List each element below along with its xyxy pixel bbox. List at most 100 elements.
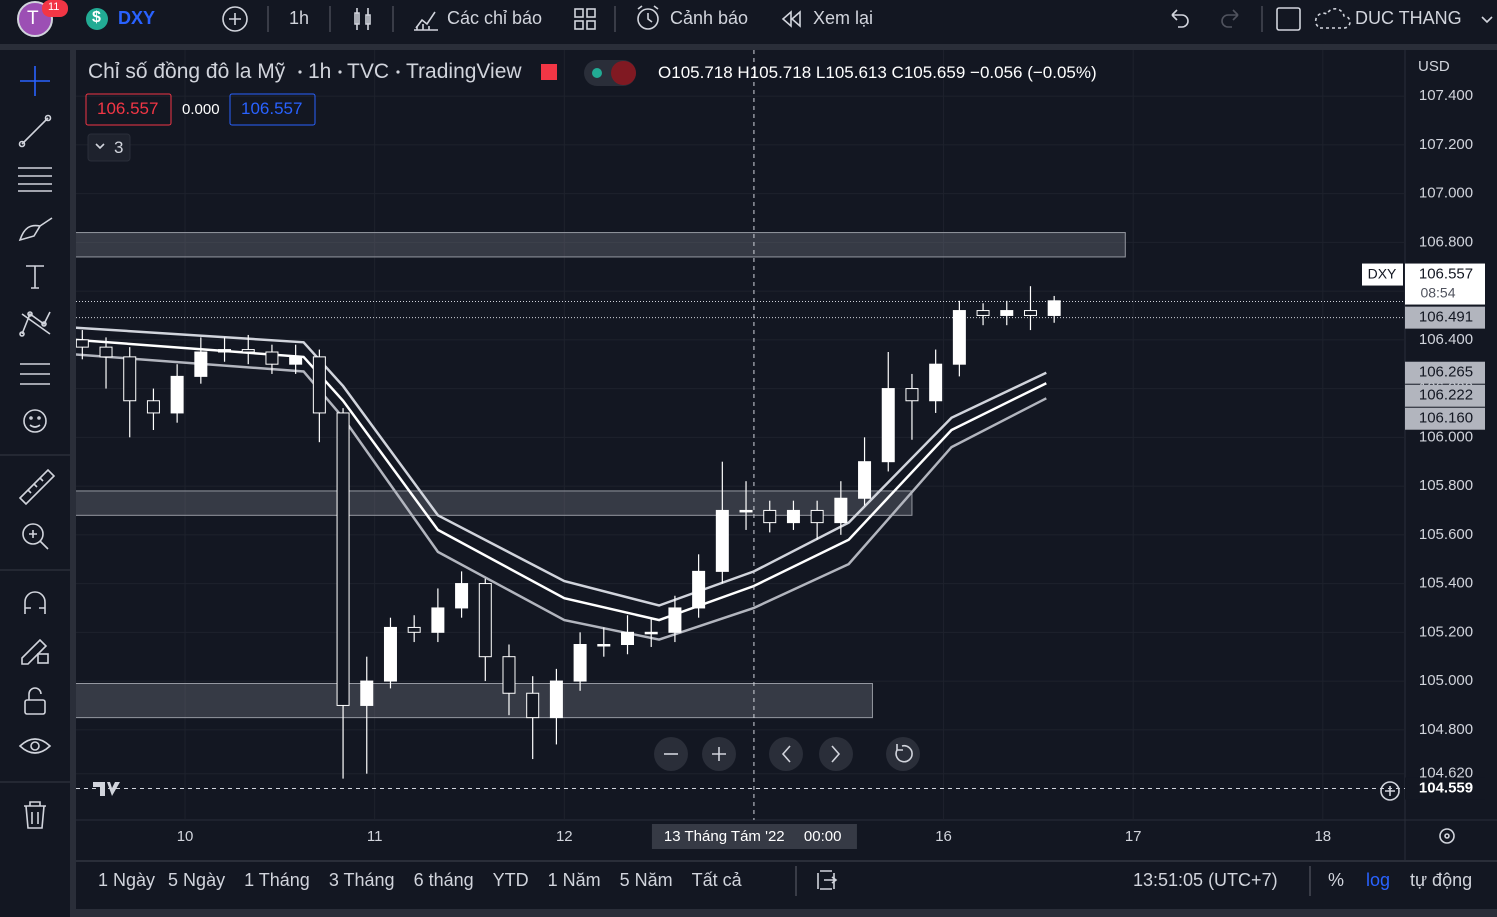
range-button[interactable]: 3 Tháng: [328, 870, 395, 890]
candle-body: [1000, 310, 1014, 316]
range-button[interactable]: YTD: [492, 870, 529, 890]
candle-body: [218, 349, 232, 353]
candle-body: [858, 461, 872, 499]
x-tick-label: 18: [1314, 828, 1331, 845]
range-button[interactable]: 1 Tháng: [244, 870, 310, 890]
y-tick-label: 107.000: [1419, 185, 1473, 202]
candle-body: [597, 644, 611, 647]
y-tick-label: 105.600: [1419, 526, 1473, 543]
zone: [76, 683, 873, 719]
candle-body: [881, 388, 895, 463]
replay[interactable]: Xem lại: [813, 8, 874, 28]
log-toggle[interactable]: log: [1366, 870, 1391, 890]
ask-box[interactable]: [229, 93, 316, 126]
price-label-box: [1405, 361, 1485, 384]
toolbar-icons[interactable]: [222, 5, 1493, 32]
legend-title: Chỉ số đồng đô la Mỹ: [88, 60, 286, 83]
bottom-bar: [76, 862, 1497, 909]
candle-body: [312, 356, 326, 414]
interval[interactable]: 1h: [289, 8, 310, 28]
range-button[interactable]: 5 Ngày: [168, 870, 226, 890]
range-button[interactable]: 1 Ngày: [98, 870, 156, 890]
add-alert[interactable]: [1380, 781, 1400, 801]
candle-body: [834, 497, 848, 524]
candle-body: [502, 656, 516, 694]
crosshair-date: 13 Tháng Tám '22: [664, 828, 785, 845]
range-button[interactable]: Tất cả: [691, 870, 742, 890]
price-label: 106.160: [1419, 410, 1473, 427]
candle-body: [336, 412, 350, 706]
crosshair-time: 00:00: [804, 828, 842, 845]
chevron: [95, 143, 105, 150]
collapse-button[interactable]: [87, 133, 131, 162]
indicators[interactable]: Các chỉ báo: [447, 8, 543, 28]
bid-box[interactable]: [85, 93, 172, 126]
candle-body: [241, 349, 255, 353]
badge-count: 11: [48, 1, 60, 13]
y-tick-label: 105.200: [1419, 623, 1473, 640]
candle-body: [265, 351, 279, 365]
candle-body: [360, 680, 374, 706]
status-alert: [611, 61, 636, 85]
candle-body: [123, 356, 137, 402]
x-tick-label: 17: [1125, 828, 1142, 845]
ohlc-value: 105.718: [671, 63, 733, 82]
y-tick-label: 107.400: [1419, 87, 1473, 104]
user-name[interactable]: DUC THANG: [1355, 8, 1462, 28]
candle-body: [644, 631, 658, 635]
y-tick-label: 104.620: [1419, 765, 1473, 782]
legend-source: TradingView: [406, 60, 522, 83]
ohlc-key: H: [737, 63, 750, 82]
price-label-box: [1405, 777, 1485, 800]
candle-body: [407, 626, 421, 633]
symbol[interactable]: DXY: [118, 8, 156, 28]
candle-body: [621, 631, 635, 646]
last-price: 106.557: [1419, 266, 1473, 283]
range-button[interactable]: 5 Năm: [619, 870, 673, 890]
candle-body: [739, 509, 753, 513]
flag[interactable]: [541, 64, 557, 80]
y-tick-label: 104.800: [1419, 721, 1473, 738]
separator: [338, 70, 342, 74]
zone: [76, 490, 913, 516]
plus: [1385, 786, 1395, 796]
drawing-tools[interactable]: [0, 66, 70, 829]
candle-body: [549, 680, 563, 719]
legend-exchange: TVC: [347, 60, 389, 83]
y-tick-label: 107.200: [1419, 136, 1473, 153]
navigation-buttons[interactable]: [654, 737, 920, 771]
y-tick-label: 105.400: [1419, 575, 1473, 592]
price-label-box: [1405, 384, 1485, 407]
bid: 106.557: [97, 99, 159, 118]
percent-toggle[interactable]: %: [1328, 870, 1345, 890]
currency[interactable]: USD: [1418, 58, 1450, 75]
x-tick-label: 11: [367, 828, 383, 845]
auto-toggle[interactable]: tự động: [1410, 870, 1473, 890]
candle-body: [289, 356, 303, 365]
candle-body: [905, 388, 919, 402]
candle-body: [668, 607, 682, 633]
price-label: 106.491: [1419, 309, 1473, 326]
x-tick-label: 16: [935, 828, 952, 845]
candle-body: [976, 310, 990, 316]
dollar: $: [92, 9, 101, 26]
candle-body: [170, 375, 184, 414]
ohlc-key: L: [815, 63, 826, 82]
clock: 13:51:05 (UTC+7): [1133, 870, 1278, 890]
alerts[interactable]: Cảnh báo: [670, 8, 749, 28]
range-button[interactable]: 1 Năm: [547, 870, 601, 890]
x-tick-label: 10: [177, 828, 194, 845]
axis-icons[interactable]: [795, 828, 1455, 896]
candle-body: [194, 351, 208, 377]
range-bar: 1 Ngày 5 Ngày 1 Tháng 3 Tháng 6 tháng YTD 1 Nă…: [98, 870, 742, 891]
candle-body: [526, 692, 540, 719]
logo: [93, 782, 120, 796]
candle-body: [573, 644, 587, 682]
separator: [298, 70, 302, 74]
candle-body: [146, 400, 160, 414]
ask: 106.557: [241, 99, 303, 118]
price-label-box: [1405, 407, 1485, 430]
candle-body: [692, 570, 706, 609]
candle-body: [715, 509, 729, 572]
range-button[interactable]: 6 tháng: [413, 870, 474, 890]
